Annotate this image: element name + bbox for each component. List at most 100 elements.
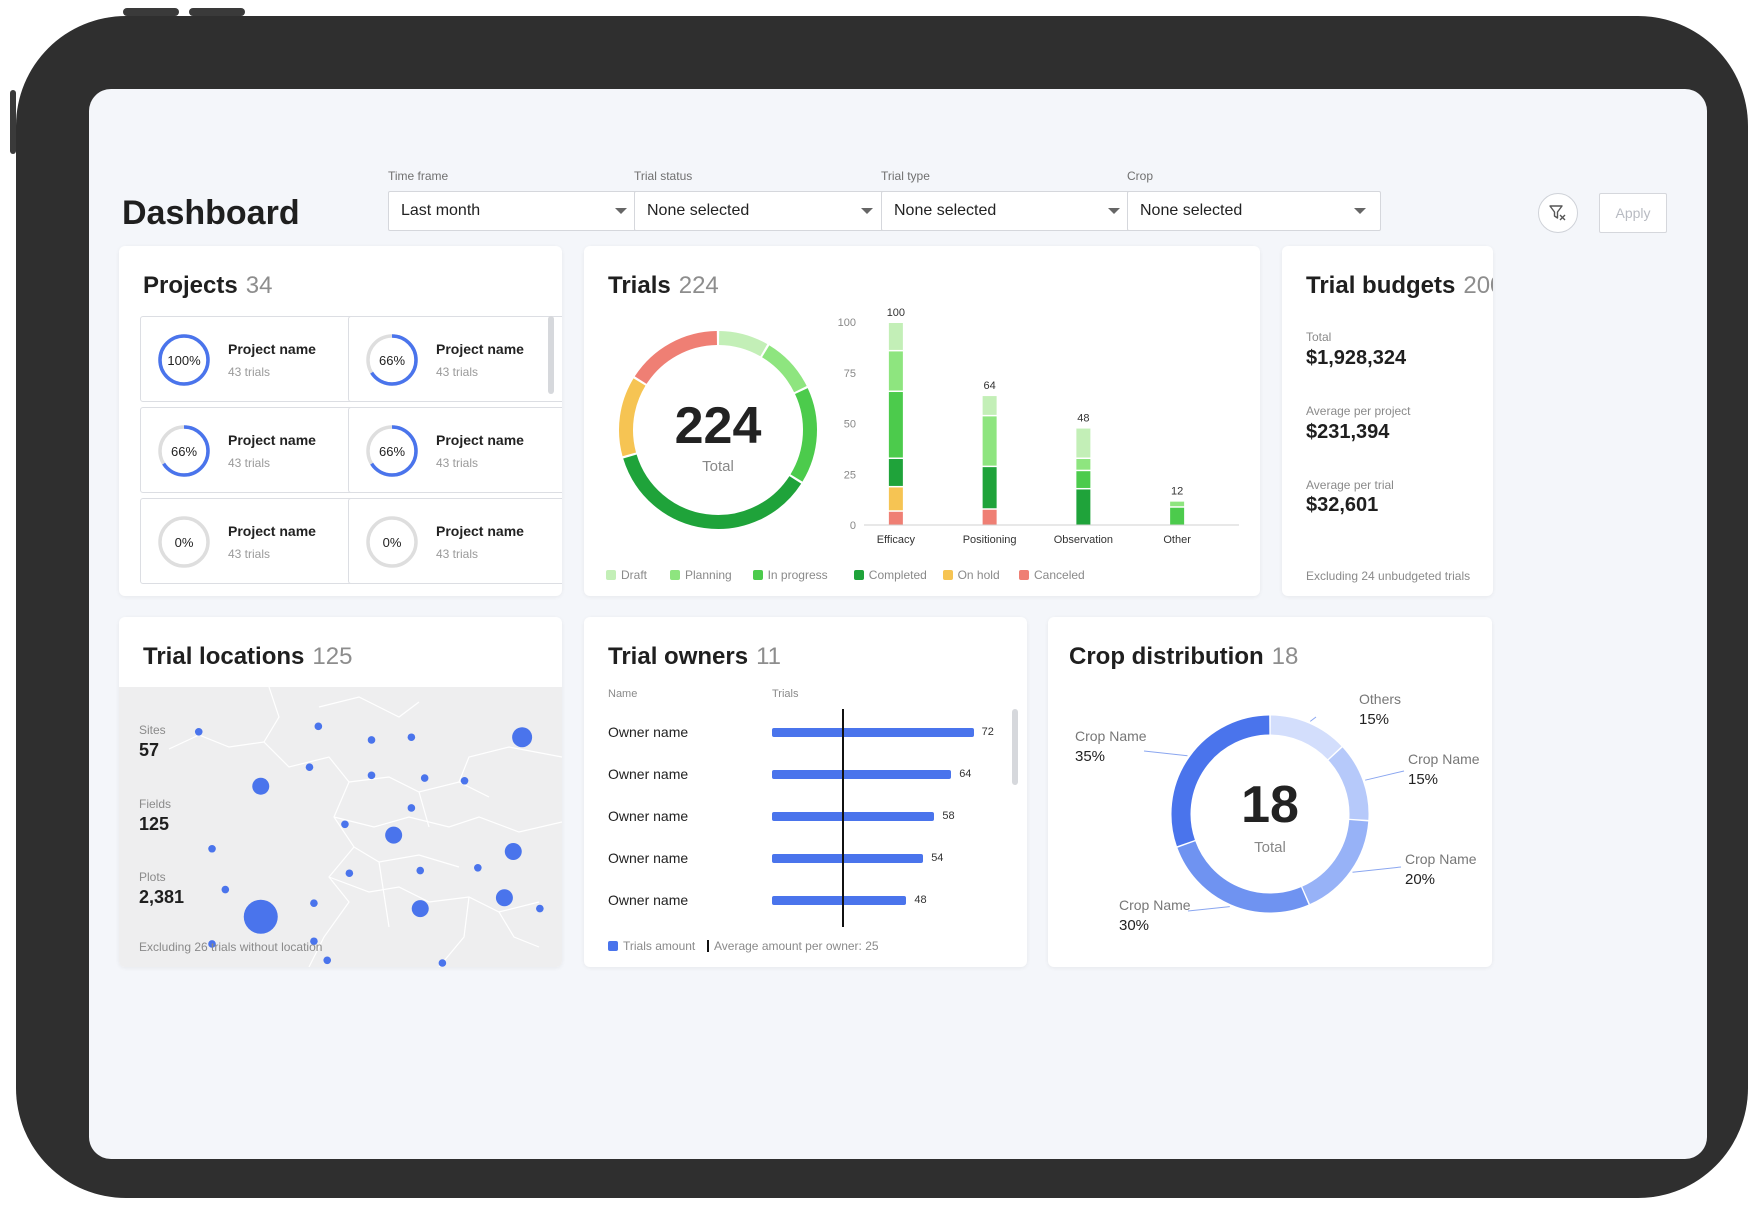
location-dot — [341, 820, 349, 829]
filter-label: Crop — [1127, 169, 1154, 183]
legend-item: On hold — [942, 568, 1000, 582]
crop-select[interactable]: None selected — [1127, 191, 1381, 231]
crop-slice — [1171, 715, 1270, 847]
crops-card: Crop distribution 18 18 Total Others 15% Cr… — [1048, 617, 1492, 967]
project-item[interactable]: 100% Project name 43 trials — [140, 316, 358, 402]
tablet-frame: Dashboard Time frame Last month Trial st… — [10, 8, 1748, 1198]
card-title: Crop distribution 18 — [1069, 643, 1298, 671]
select-value: None selected — [1140, 202, 1243, 219]
location-dot — [536, 904, 544, 913]
crops-title: Crop distribution — [1069, 643, 1264, 670]
location-dot — [367, 736, 376, 744]
owner-name: Owner name — [608, 766, 689, 782]
location-dot — [252, 777, 270, 795]
bar-segment-on-hold — [888, 487, 903, 511]
clear-filters-button[interactable] — [1538, 193, 1578, 233]
owner-value: 54 — [931, 852, 944, 864]
donut-slice-planning — [761, 345, 807, 393]
bar-segment-planning — [1170, 501, 1185, 507]
bar-segment-in-progress — [1170, 507, 1185, 525]
owner-bar — [772, 896, 907, 905]
trial-type-select[interactable]: None selected — [881, 191, 1135, 231]
scrollbar-thumb[interactable] — [548, 316, 554, 394]
location-dot — [407, 733, 416, 742]
stat-label: Fields — [139, 797, 172, 811]
progress-track — [158, 516, 210, 568]
project-percent: 66% — [378, 352, 406, 368]
scrollbar-thumb[interactable] — [1012, 709, 1018, 785]
owner-name: Owner name — [608, 892, 689, 908]
project-item[interactable]: 66% Project name 43 trials — [140, 407, 358, 493]
stat-label: Plots — [139, 870, 166, 884]
bar-segment-canceled — [888, 511, 903, 525]
bar-segment-in-progress — [1076, 471, 1091, 488]
crop-slice — [1270, 715, 1342, 760]
time-frame-select[interactable]: Last month — [388, 191, 642, 231]
project-percent: 66% — [378, 443, 406, 459]
legend-swatch — [670, 570, 680, 580]
project-progress-ring — [158, 425, 210, 477]
crop-label: Others — [1359, 691, 1402, 707]
screen: Dashboard Time frame Last month Trial st… — [89, 89, 1707, 1159]
trial-status-select[interactable]: None selected — [634, 191, 888, 231]
crop-label: Crop Name — [1408, 751, 1480, 767]
project-item[interactable]: 0% Project name 43 trials — [348, 498, 562, 584]
bar-segment-planning — [1076, 459, 1091, 470]
filter-time-frame: Time frame Last month — [388, 169, 642, 231]
project-progress-ring — [366, 516, 418, 568]
crops-count: 18 — [1271, 643, 1299, 670]
location-dot — [208, 940, 216, 948]
x-tick-label: Positioning — [963, 534, 1017, 546]
stat-label: Average per trial — [1306, 478, 1394, 492]
tablet-button — [10, 90, 16, 154]
locations-count: 125 — [312, 643, 353, 670]
location-dot — [420, 774, 429, 782]
project-progress-ring — [158, 516, 210, 568]
bar-segment-draft — [888, 323, 903, 350]
apply-button[interactable]: Apply — [1599, 193, 1667, 233]
projects-title: Projects — [143, 272, 238, 299]
project-trials: 43 trials — [436, 547, 479, 561]
crop-percent: 35% — [1075, 748, 1106, 765]
filter-trial-type: Trial type None selected — [881, 169, 1135, 231]
project-name: Project name — [228, 432, 316, 448]
project-item[interactable]: 66% Project name 43 trials — [348, 316, 562, 402]
bar-segment-planning — [982, 416, 997, 466]
legend-label: Completed — [868, 568, 927, 582]
bar-total-label: 12 — [1171, 486, 1183, 498]
crop-leader-line — [1309, 716, 1317, 722]
chevron-down-icon — [1354, 208, 1366, 214]
legend-label: Planning — [685, 568, 732, 582]
fields-value: 125 — [139, 814, 170, 834]
location-dot — [407, 804, 416, 812]
project-item[interactable]: 0% Project name 43 trials — [140, 498, 358, 584]
crop-percent: 15% — [1359, 711, 1390, 728]
donut-slice-draft — [718, 331, 768, 357]
chevron-down-icon — [861, 208, 873, 214]
budgets-card: Trial budgets 200 Total $1,928,324 Averag… — [1282, 246, 1493, 596]
progress-fill — [158, 334, 210, 386]
owner-name: Owner name — [608, 724, 689, 740]
owner-value: 72 — [981, 726, 994, 738]
project-name: Project name — [436, 432, 524, 448]
europe-map[interactable] — [119, 687, 562, 967]
project-percent: 0% — [174, 534, 194, 550]
donut-slice-canceled — [634, 331, 718, 385]
owner-bar — [772, 770, 952, 779]
project-name: Project name — [436, 523, 524, 539]
project-progress-ring — [366, 334, 418, 386]
trials-donut-label: Total — [702, 458, 734, 475]
location-dot — [345, 869, 354, 878]
locations-card: Trial locations 125 Sites 57 Field — [119, 617, 562, 967]
legend-swatch — [606, 570, 616, 580]
bar-segment-draft — [1076, 428, 1091, 458]
project-progress-ring — [158, 334, 210, 386]
legend-line — [707, 940, 709, 952]
x-tick-label: Observation — [1054, 534, 1113, 546]
trials-card: Trials 224 224 Total 0 25 50 75 100 100 Efficac… — [584, 246, 1260, 596]
stat-label: Sites — [139, 723, 166, 737]
project-item[interactable]: 66% Project name 43 trials — [348, 407, 562, 493]
location-dot — [504, 842, 522, 860]
crop-label: Crop Name — [1119, 897, 1191, 913]
crop-label: Crop Name — [1075, 728, 1147, 744]
